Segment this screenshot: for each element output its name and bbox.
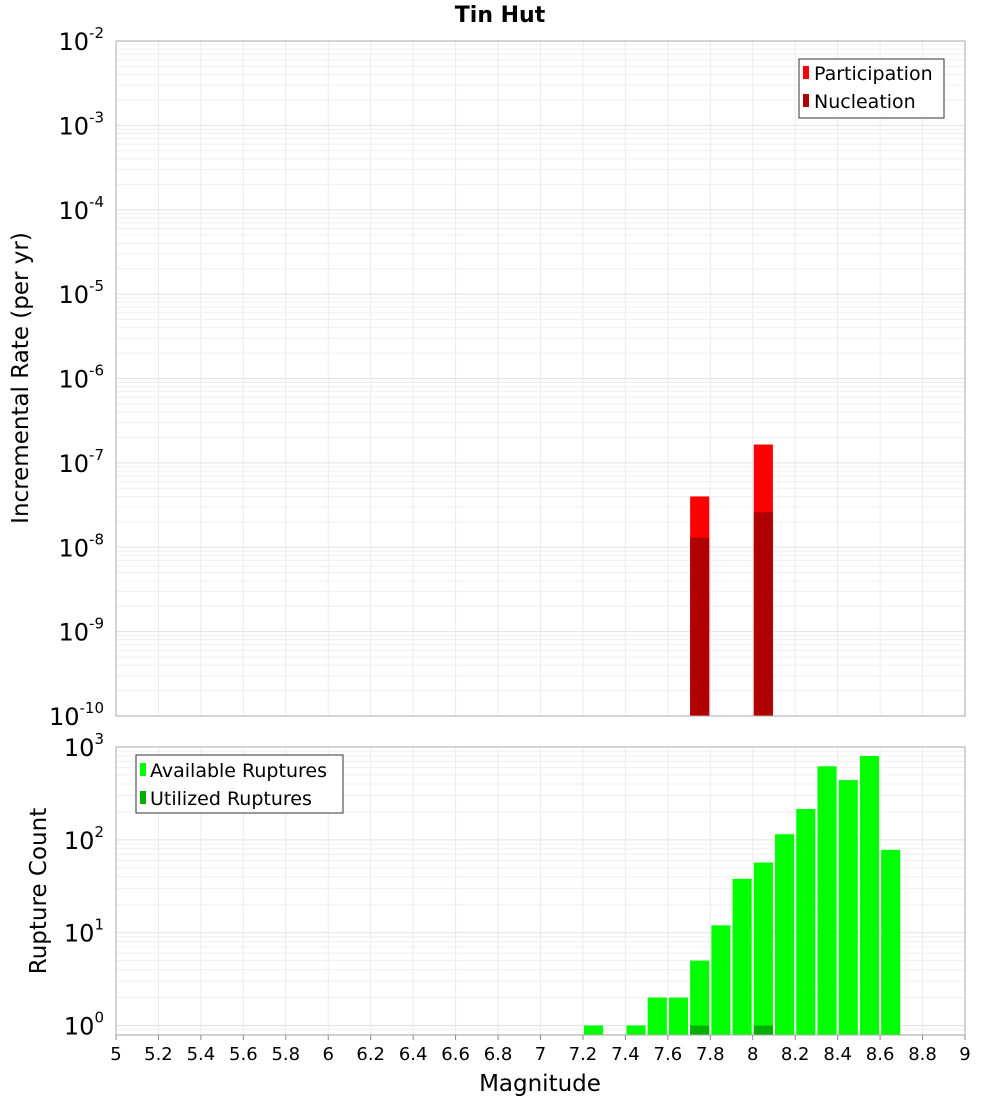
- x-ticks: 5 5.2 5.4 5.6 5.8 6 6.2 6.4 6.6 6.8 7 7.2 7.4 7.6 7.8 8…: [110, 1035, 971, 1065]
- bottom-y-tick-label: 103: [64, 730, 104, 762]
- x-tick-label: 6.2: [356, 1044, 385, 1065]
- x-tick-label: 8.6: [866, 1044, 895, 1065]
- legend-swatch-available: [140, 763, 146, 776]
- bottom-bars: [584, 755, 901, 1035]
- available-ruptures-bar: [711, 925, 731, 1035]
- top-y-axis-label: Incremental Rate (per yr): [8, 232, 34, 524]
- x-tick-label: 5: [110, 1044, 121, 1065]
- x-tick-label: 6.6: [441, 1044, 470, 1065]
- top-legend-box: [798, 58, 945, 119]
- x-tick-label: 5.4: [187, 1044, 216, 1065]
- x-tick-label: 5.8: [271, 1044, 300, 1065]
- chart-title: Tin Hut: [455, 3, 546, 28]
- utilized-ruptures-bar: [753, 1025, 773, 1035]
- top-legend: Participation Nucleation: [798, 58, 945, 119]
- nucleation-bar: [753, 512, 773, 716]
- top-y-tick-label: 10-8: [58, 530, 104, 562]
- top-y-tick-label: 10-10: [49, 699, 104, 731]
- x-axis-label: Magnitude: [479, 1071, 601, 1097]
- available-ruptures-bar: [881, 849, 901, 1035]
- bottom-y-tick-label: 101: [64, 916, 104, 948]
- top-y-tick-label: 10-4: [58, 193, 104, 225]
- bottom-y-ticks: 103 102 101 100: [64, 730, 104, 1040]
- available-ruptures-bar: [584, 1025, 604, 1035]
- x-tick-label: 5.2: [144, 1044, 173, 1065]
- available-ruptures-bar: [753, 862, 773, 1035]
- x-tick-label: 8.4: [823, 1044, 852, 1065]
- bottom-y-tick-label: 102: [64, 823, 104, 855]
- top-y-ticks: 10-2 10-3 10-4 10-5 10-6 10-7 10-8 10-9 10-10: [49, 24, 104, 731]
- x-tick-label: 6: [323, 1044, 334, 1065]
- available-ruptures-bar: [647, 997, 667, 1035]
- legend-swatch-utilized: [140, 791, 146, 804]
- available-ruptures-bar: [626, 1025, 646, 1035]
- available-ruptures-bar: [796, 808, 816, 1035]
- top-y-tick-label: 10-7: [58, 446, 104, 478]
- legend-nucleation: Nucleation: [814, 91, 916, 113]
- legend-swatch-participation: [803, 66, 809, 79]
- available-ruptures-bar: [838, 780, 858, 1035]
- x-tick-label: 8.2: [781, 1044, 810, 1065]
- legend-swatch-nucleation: [803, 94, 809, 107]
- x-tick-label: 7.8: [696, 1044, 725, 1065]
- x-tick-label: 9: [959, 1044, 970, 1065]
- available-ruptures-bar: [668, 997, 689, 1035]
- x-tick-label: 6.4: [399, 1044, 428, 1065]
- utilized-ruptures-bar: [690, 1025, 710, 1035]
- legend-available-ruptures: Available Ruptures: [150, 760, 327, 782]
- top-y-tick-label: 10-5: [58, 277, 104, 309]
- bottom-y-tick-label: 100: [64, 1008, 104, 1040]
- available-ruptures-bar: [690, 960, 710, 1035]
- available-ruptures-bar: [775, 834, 795, 1035]
- top-y-tick-label: 10-2: [58, 24, 104, 56]
- top-bars: [690, 444, 773, 716]
- x-tick-label: 8: [747, 1044, 758, 1065]
- top-plot-frame: [115, 40, 966, 717]
- bottom-legend-box: [135, 754, 344, 814]
- legend-utilized-ruptures: Utilized Ruptures: [150, 788, 312, 810]
- top-y-tick-label: 10-6: [58, 362, 104, 394]
- x-tick-label: 5.6: [229, 1044, 258, 1065]
- x-tick-label: 7.6: [654, 1044, 683, 1065]
- x-tick-label: 8.8: [908, 1044, 937, 1065]
- x-tick-label: 7.2: [569, 1044, 598, 1065]
- legend-participation: Participation: [814, 63, 933, 85]
- x-tick-label: 6.8: [484, 1044, 513, 1065]
- available-ruptures-bar: [817, 766, 837, 1035]
- bottom-y-axis-label: Rupture Count: [26, 808, 52, 974]
- top-grid: [115, 41, 966, 717]
- nucleation-bar: [690, 537, 710, 716]
- top-y-tick-label: 10-3: [58, 108, 104, 140]
- top-y-tick-label: 10-9: [58, 615, 104, 647]
- available-ruptures-bar: [732, 878, 752, 1035]
- available-ruptures-bar: [859, 755, 880, 1035]
- x-tick-label: 7: [535, 1044, 546, 1065]
- bottom-legend: Available Ruptures Utilized Ruptures: [135, 754, 344, 814]
- x-tick-label: 7.4: [611, 1044, 640, 1065]
